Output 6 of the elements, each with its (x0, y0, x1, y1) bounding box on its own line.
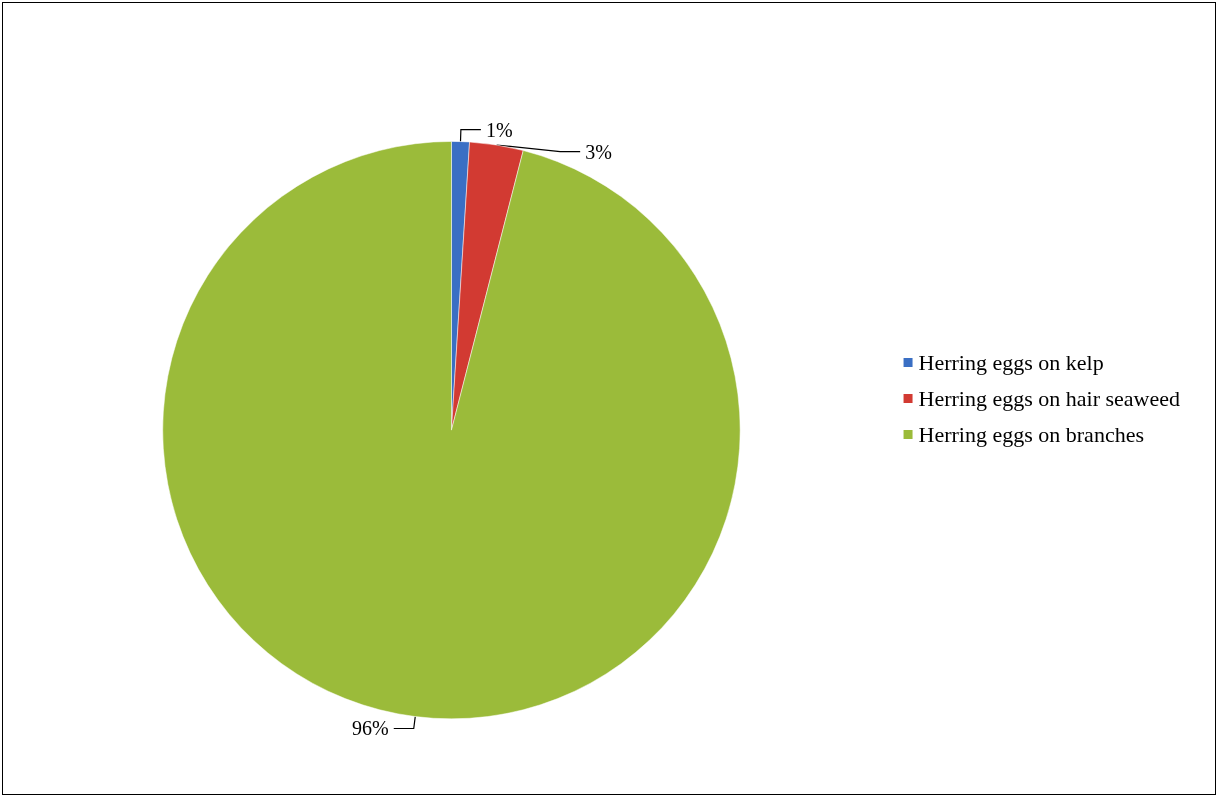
data-label: 96% (352, 717, 389, 740)
legend-label: Herring eggs on hair seaweed (918, 386, 1181, 411)
data-label: 3% (585, 140, 612, 163)
legend-label: Herring eggs on kelp (918, 350, 1104, 375)
legend-label: Herring eggs on branches (918, 422, 1144, 447)
data-label: 1% (485, 118, 513, 141)
